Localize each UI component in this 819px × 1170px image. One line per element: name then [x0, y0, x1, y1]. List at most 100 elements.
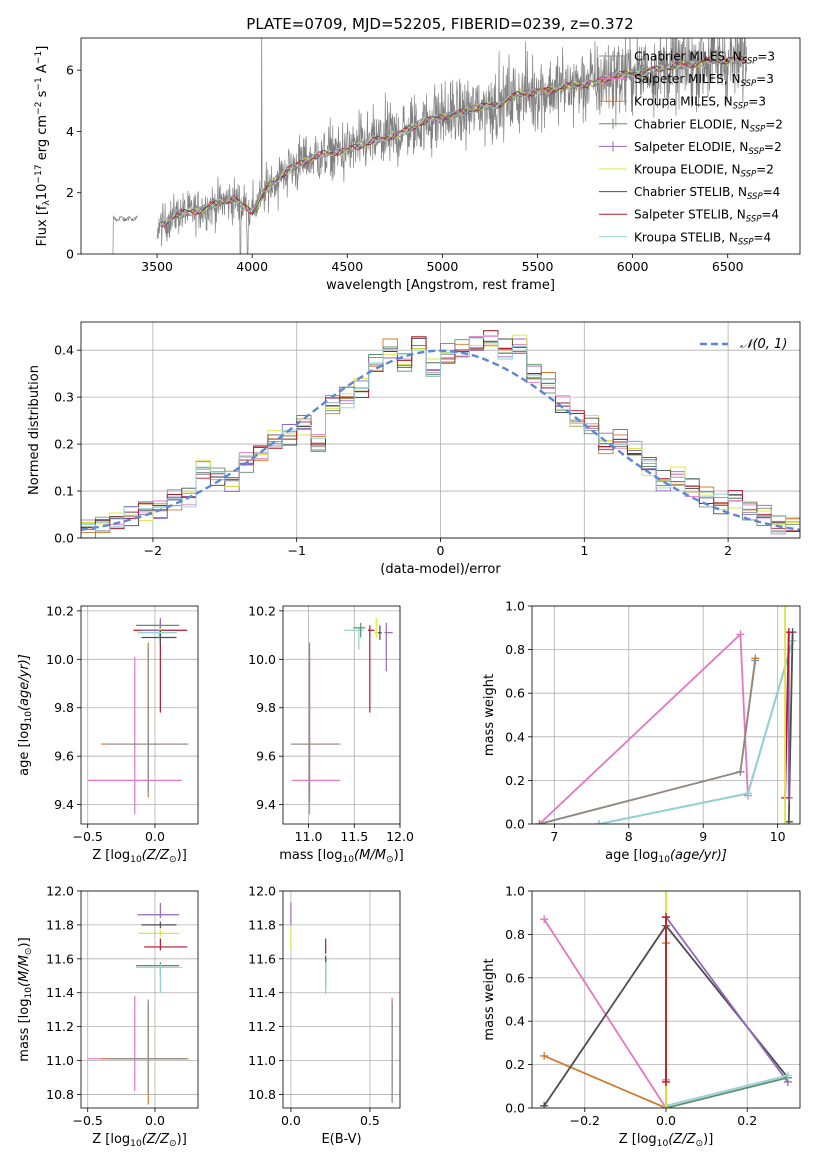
legend-label-tail: =4 [763, 185, 781, 199]
legend-label-sub: SSP [746, 215, 762, 225]
x-tick-label: −0.5 [73, 1113, 103, 1128]
label-part: λ [42, 200, 52, 206]
legend-label-tail: =2 [756, 163, 774, 177]
x-axis-label: wavelength [Angstrom, rest frame] [326, 278, 555, 293]
y-tick-label: 0.1 [54, 484, 74, 499]
legend-label-tail: =3 [748, 95, 766, 109]
grid [81, 606, 198, 824]
x-tick-label: 12.0 [386, 829, 414, 844]
weight-line [538, 632, 749, 824]
x-tick-label: 5500 [522, 259, 554, 274]
label-part: )] [177, 848, 187, 863]
y-tick-label: 0.0 [505, 817, 525, 832]
x-tick-label: 6500 [712, 259, 744, 274]
weight-line [665, 1076, 789, 1108]
legend-label-text: Kroupa MILES, N [634, 95, 733, 109]
y-tick-label: 12.0 [46, 884, 74, 899]
legend-entry-label: Salpeter STELIB, NSSP=4 [634, 208, 779, 225]
grid [283, 890, 400, 1108]
x-axis-label: E(B-V) [321, 1132, 361, 1147]
label-part: ] [35, 46, 50, 51]
y-tick-label: 1.0 [505, 884, 525, 899]
weight-marker [540, 1051, 549, 1060]
model-spectrum-line [160, 55, 747, 226]
panel-residual-histogram: −2 −1 0 1 2 0.0 0.1 0.2 0.3 0.4 (data-model)/error… [27, 321, 801, 577]
figure-title: PLATE=0709, MJD=52205, FIBERID=0239, z=0… [246, 15, 633, 33]
weight-marker [535, 820, 544, 824]
label-part: ⊙ [169, 1139, 177, 1149]
y-tick-label: 0.6 [505, 970, 525, 985]
legend-entry-label: Kroupa ELODIE, NSSP=2 [634, 163, 774, 180]
y-tick-label: 11.4 [46, 985, 74, 1000]
label-part: ⊙ [386, 855, 394, 865]
panel-mass-vs-EBV: 0.0 0.5 10.8 11.0 11.2 11.4 11.6 11.8 12.0 E(B-V) [248, 884, 401, 1147]
x-tick-label: 3500 [141, 259, 173, 274]
legend-label-tail: =3 [757, 50, 775, 64]
model-spectrum-line [160, 56, 747, 228]
weight-marker [781, 820, 790, 824]
y-tick-label: 11.0 [248, 1053, 276, 1068]
y-tick-label: 10.2 [248, 603, 276, 618]
legend-entry-label: Salpeter ELODIE, NSSP=2 [634, 140, 782, 157]
axes-frame [80, 37, 801, 255]
legend: 𝒩(0, 1) [700, 337, 787, 352]
label-part: 10 [35, 184, 50, 201]
observed-spectrum-line [109, 38, 748, 254]
label-part: )] [394, 848, 404, 863]
legend-label-sub: SSP [748, 147, 764, 157]
panel-mass-vs-Z: −0.5 0.0 10.8 11.0 11.2 11.4 11.6 11.8 12.0 Z [lo… [17, 884, 199, 1149]
x-tick-label: 4000 [236, 259, 268, 274]
legend-entry-label: Chabrier MILES, NSSP=3 [634, 50, 775, 67]
y-tick-label: 9.4 [54, 797, 74, 812]
legend-label-tail: =2 [765, 117, 783, 131]
x-tick-label: 1 [580, 543, 588, 558]
x-tick-label: 5000 [426, 259, 458, 274]
plot-area [290, 902, 393, 1103]
y-tick-label: 2 [66, 185, 74, 200]
x-tick-label: 0.0 [656, 1113, 676, 1128]
legend-label-sub: SSP [741, 170, 757, 180]
y-tick-label: 11.0 [46, 1053, 74, 1068]
y-tick-label: 12.0 [248, 884, 276, 899]
y-tick-label: 0.3 [54, 390, 74, 405]
x-axis-label: Z [log10(Z/Z⊙)] [92, 848, 187, 865]
panel-spectrum: 3500 4000 4500 5000 5500 6000 6500 0 2 4 6 waveleng… [34, 37, 801, 293]
legend-label-tail: =4 [754, 230, 772, 244]
x-tick-label: 0.0 [145, 829, 165, 844]
label-part: (M/M [17, 955, 32, 987]
model-spectrum-line [160, 55, 747, 228]
label-part: ⊙ [696, 1139, 704, 1149]
label-part: Z [log [619, 1132, 657, 1147]
label-part: ⊙ [24, 947, 34, 955]
model-spectrum-line [160, 56, 747, 228]
label-part: (age/yr)] [670, 848, 727, 863]
label-part: 10 [24, 987, 34, 999]
panel-weight-vs-Z: −0.2 0.0 0.2 0.0 0.2 0.4 0.6 0.8 1.0 Z [log10(Z/Z… [482, 884, 801, 1149]
y-tick-label: 10.8 [248, 1087, 276, 1102]
legend-label-text: Salpeter STELIB, N [634, 208, 746, 222]
weight-marker [540, 915, 549, 924]
legend-label-text: Kroupa STELIB, N [634, 230, 738, 244]
x-tick-label: −2 [144, 543, 162, 558]
weight-marker [662, 913, 670, 922]
x-tick-label: 8 [625, 829, 633, 844]
y-tick-label: 9.4 [256, 797, 276, 812]
y-tick-label: 9.8 [54, 700, 74, 715]
axes-frame [80, 605, 199, 825]
y-tick-label: 1.0 [505, 599, 525, 614]
panel-age-vs-Z: −0.5 0.09.49.69.810.010.2Z [log10(Z/Z⊙)]a… [17, 603, 199, 865]
weight-line [598, 640, 794, 824]
y-tick-label: 0.8 [505, 927, 525, 942]
legend-entry-label: Chabrier STELIB, NSSP=4 [634, 185, 780, 202]
weight-marker [783, 1071, 792, 1080]
plot-area [81, 330, 800, 538]
weight-marker [781, 606, 790, 610]
weight-line [543, 943, 667, 1108]
x-axis-label: age [log10(age/yr)] [605, 848, 727, 865]
axes: −2 −1 0 1 2 0.0 0.1 0.2 0.3 0.4 (data-model)/error… [27, 343, 732, 577]
label-part: (Z/Z [668, 1132, 696, 1147]
x-axis-label: (data-model)/error [380, 562, 501, 577]
